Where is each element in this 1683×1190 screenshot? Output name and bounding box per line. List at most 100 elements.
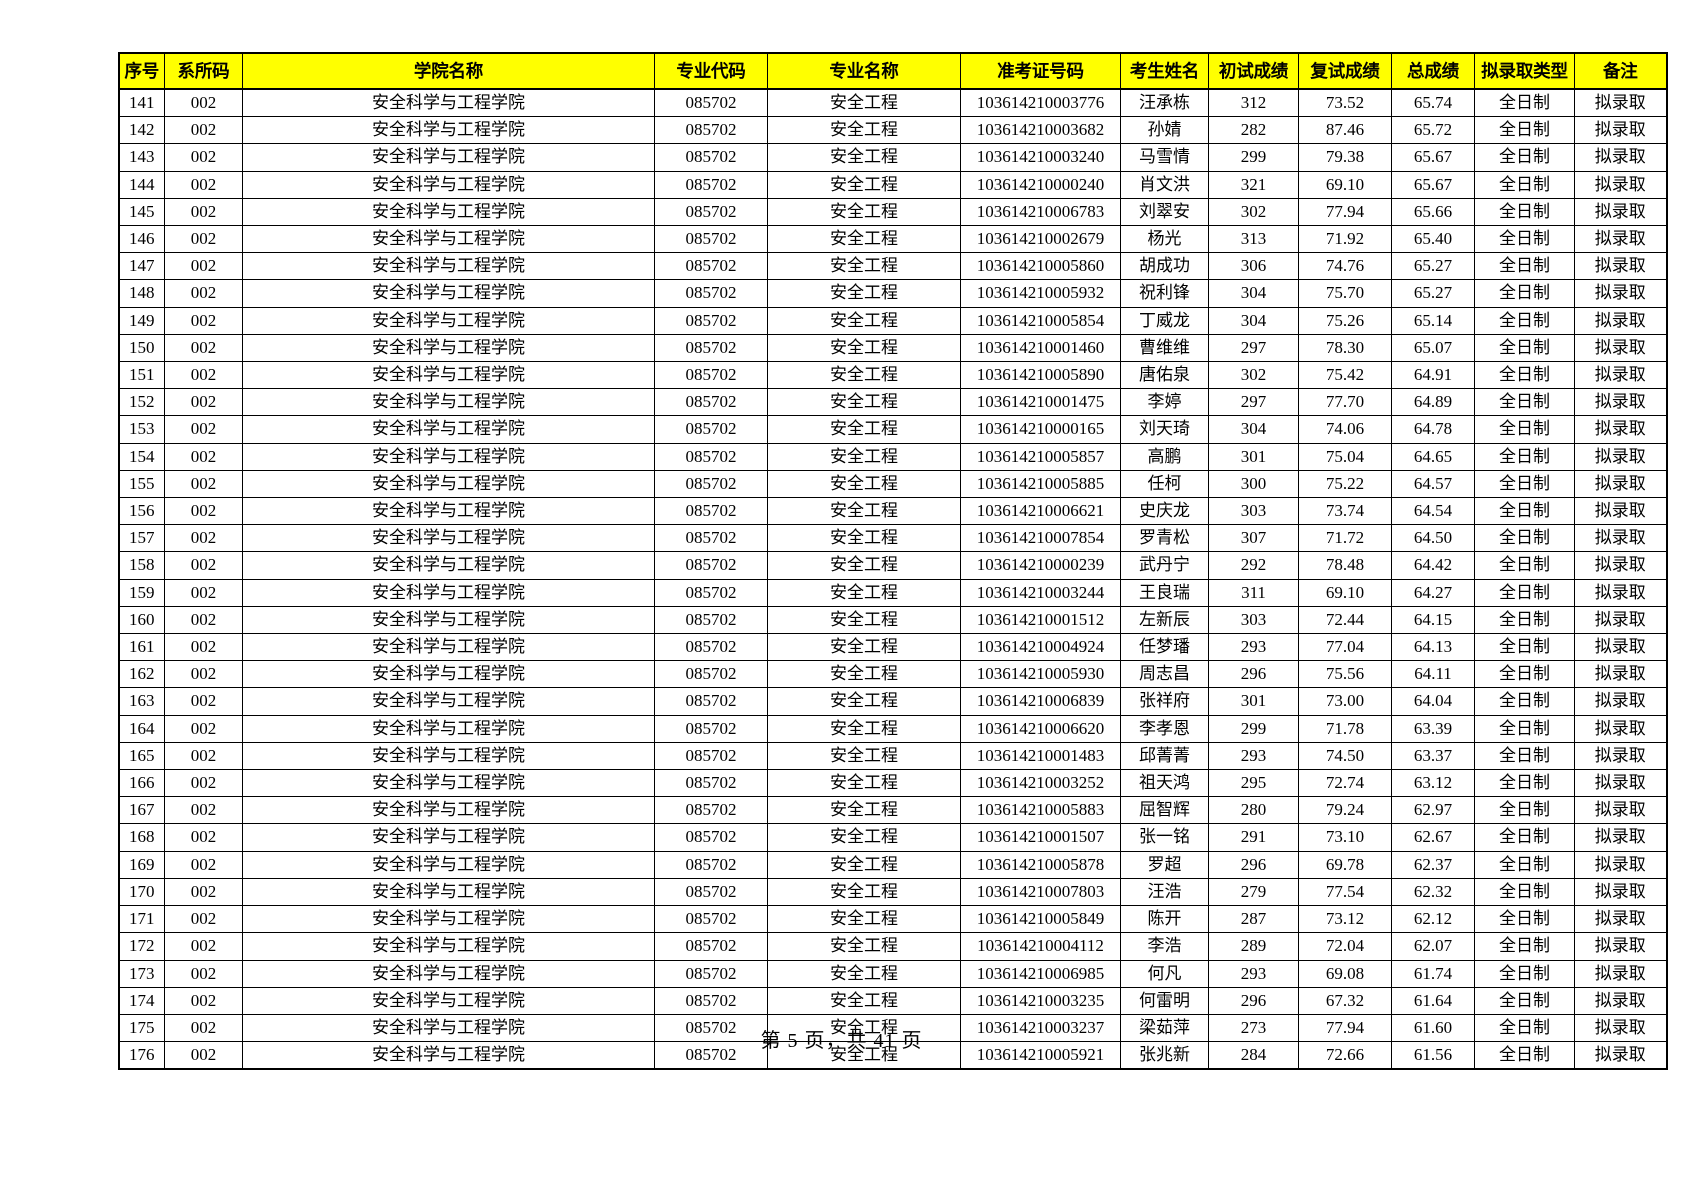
table-row: 147 002 安全科学与工程学院 085702 安全工程 103614210005860… — [118, 252, 1667, 281]
cell-remark: 拟录取 — [1574, 469, 1667, 499]
cell-second: 78.30 — [1298, 333, 1392, 363]
table-row: 162 002 安全科学与工程学院 085702 安全工程 103614210005930… — [118, 660, 1667, 689]
cell-majcode: 085702 — [654, 497, 768, 526]
cell-seq: 158 — [118, 551, 165, 580]
cell-total: 65.72 — [1391, 116, 1475, 145]
cell-majname: 安全工程 — [767, 388, 961, 417]
cell-college: 安全科学与工程学院 — [242, 252, 655, 281]
cell-majcode: 085702 — [654, 660, 768, 689]
table-row: 153 002 安全科学与工程学院 085702 安全工程 103614210000165… — [118, 415, 1667, 444]
cell-first: 302 — [1208, 197, 1299, 227]
cell-dept: 002 — [164, 605, 243, 635]
cell-college: 安全科学与工程学院 — [242, 578, 655, 607]
cell-second: 87.46 — [1298, 116, 1392, 145]
cell-name: 任柯 — [1120, 469, 1209, 499]
cell-type: 全日制 — [1474, 905, 1575, 934]
cell-type: 全日制 — [1474, 415, 1575, 444]
cell-ticket: 103614210000239 — [960, 551, 1121, 580]
cell-ticket: 103614210003244 — [960, 578, 1121, 607]
column-header-total: 总成绩 — [1391, 52, 1475, 90]
cell-total: 65.27 — [1391, 279, 1475, 308]
cell-total: 63.39 — [1391, 714, 1475, 743]
cell-ticket: 103614210001507 — [960, 823, 1121, 852]
cell-remark: 拟录取 — [1574, 170, 1667, 199]
cell-majcode: 085702 — [654, 769, 768, 798]
cell-name: 高鹏 — [1120, 442, 1209, 471]
cell-second: 72.74 — [1298, 769, 1392, 798]
cell-dept: 002 — [164, 823, 243, 852]
cell-name: 唐佑泉 — [1120, 361, 1209, 390]
cell-college: 安全科学与工程学院 — [242, 225, 655, 254]
table-row: 151 002 安全科学与工程学院 085702 安全工程 103614210005890… — [118, 361, 1667, 390]
cell-college: 安全科学与工程学院 — [242, 741, 655, 771]
column-header-college: 学院名称 — [242, 52, 655, 90]
cell-first: 300 — [1208, 469, 1299, 499]
cell-type: 全日制 — [1474, 279, 1575, 308]
cell-type: 全日制 — [1474, 823, 1575, 852]
cell-remark: 拟录取 — [1574, 197, 1667, 227]
cell-second: 72.44 — [1298, 605, 1392, 635]
cell-type: 全日制 — [1474, 197, 1575, 227]
cell-name: 肖文洪 — [1120, 170, 1209, 199]
cell-total: 64.04 — [1391, 687, 1475, 716]
cell-type: 全日制 — [1474, 605, 1575, 635]
cell-college: 安全科学与工程学院 — [242, 687, 655, 716]
cell-name: 何雷明 — [1120, 986, 1209, 1015]
cell-majname: 安全工程 — [767, 415, 961, 444]
column-header-second: 复试成绩 — [1298, 52, 1392, 90]
cell-majcode: 085702 — [654, 986, 768, 1015]
cell-majcode: 085702 — [654, 333, 768, 363]
cell-name: 曹维维 — [1120, 333, 1209, 363]
cell-first: 292 — [1208, 551, 1299, 580]
column-header-name: 考生姓名 — [1120, 52, 1209, 90]
table-row: 171 002 安全科学与工程学院 085702 安全工程 103614210005849… — [118, 905, 1667, 934]
cell-total: 65.67 — [1391, 170, 1475, 199]
cell-name: 祝利锋 — [1120, 279, 1209, 308]
cell-majcode: 085702 — [654, 225, 768, 254]
cell-type: 全日制 — [1474, 687, 1575, 716]
cell-total: 64.57 — [1391, 469, 1475, 499]
cell-majname: 安全工程 — [767, 469, 961, 499]
cell-dept: 002 — [164, 660, 243, 689]
cell-second: 77.54 — [1298, 877, 1392, 907]
cell-majname: 安全工程 — [767, 823, 961, 852]
cell-first: 301 — [1208, 442, 1299, 471]
cell-seq: 162 — [118, 660, 165, 689]
cell-seq: 156 — [118, 497, 165, 526]
cell-dept: 002 — [164, 442, 243, 471]
cell-seq: 174 — [118, 986, 165, 1015]
cell-first: 312 — [1208, 88, 1299, 118]
cell-type: 全日制 — [1474, 225, 1575, 254]
cell-first: 291 — [1208, 823, 1299, 852]
cell-first: 279 — [1208, 877, 1299, 907]
cell-type: 全日制 — [1474, 1013, 1575, 1043]
cell-dept: 002 — [164, 551, 243, 580]
cell-ticket: 103614210005849 — [960, 905, 1121, 934]
cell-type: 全日制 — [1474, 578, 1575, 607]
cell-dept: 002 — [164, 415, 243, 444]
cell-total: 64.89 — [1391, 388, 1475, 417]
cell-seq: 171 — [118, 905, 165, 934]
cell-first: 280 — [1208, 796, 1299, 825]
cell-ticket: 103614210005883 — [960, 796, 1121, 825]
cell-second: 75.42 — [1298, 361, 1392, 390]
cell-total: 61.64 — [1391, 986, 1475, 1015]
cell-college: 安全科学与工程学院 — [242, 197, 655, 227]
cell-first: 304 — [1208, 306, 1299, 335]
cell-first: 306 — [1208, 252, 1299, 281]
cell-name: 左新辰 — [1120, 605, 1209, 635]
cell-dept: 002 — [164, 850, 243, 879]
table-row: 175 002 安全科学与工程学院 085702 安全工程 103614210003237… — [118, 1013, 1667, 1043]
cell-type: 全日制 — [1474, 306, 1575, 335]
table-row: 149 002 安全科学与工程学院 085702 安全工程 103614210005854… — [118, 306, 1667, 335]
cell-ticket: 103614210003235 — [960, 986, 1121, 1015]
cell-seq: 166 — [118, 769, 165, 798]
table-row: 174 002 安全科学与工程学院 085702 安全工程 103614210003235… — [118, 986, 1667, 1015]
cell-remark: 拟录取 — [1574, 1013, 1667, 1043]
table-row: 176 002 安全科学与工程学院 085702 安全工程 103614210005921… — [118, 1041, 1667, 1070]
cell-total: 64.91 — [1391, 361, 1475, 390]
cell-total: 61.60 — [1391, 1013, 1475, 1043]
table-row: 152 002 安全科学与工程学院 085702 安全工程 103614210001475… — [118, 388, 1667, 417]
cell-dept: 002 — [164, 497, 243, 526]
cell-name: 马雪情 — [1120, 143, 1209, 172]
